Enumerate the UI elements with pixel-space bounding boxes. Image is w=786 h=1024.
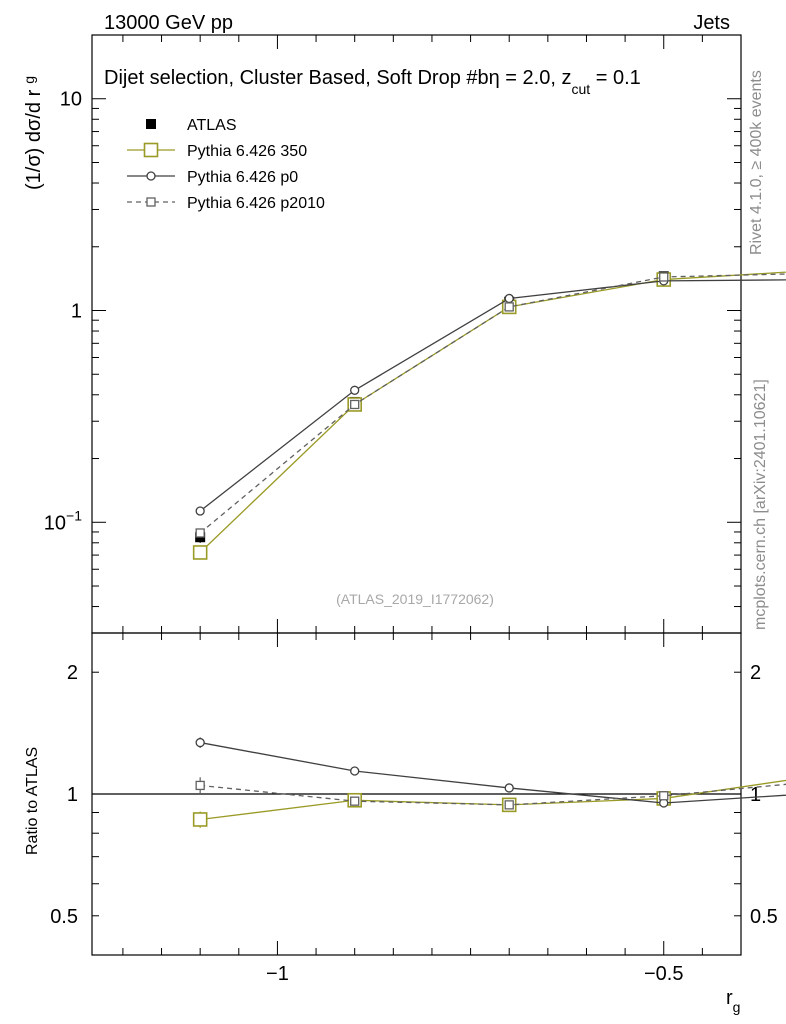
ratio-y-tick-label-right: 2 — [750, 662, 761, 684]
x-tick-label: −0.5 — [644, 963, 683, 985]
y-tick-label: 10 — [60, 89, 82, 111]
ratio-y-tick-label: 2 — [67, 662, 78, 684]
main-data-point — [350, 399, 360, 410]
ratio-y-tick-label-right: 0.5 — [750, 906, 778, 928]
ratio-y-tick-label: 0.5 — [50, 906, 78, 928]
legend-marker — [146, 171, 156, 181]
plot-title-main: Dijet selection, Cluster Based, Soft Dro… — [104, 67, 571, 89]
x-tick-label: −1 — [266, 963, 289, 985]
main-data-point — [192, 545, 208, 560]
ratio-data-point — [195, 737, 205, 748]
main-data-point — [504, 293, 514, 304]
main-series-atlas — [195, 271, 669, 543]
ratio-data-point — [350, 796, 360, 806]
main-data-point — [659, 272, 669, 282]
y-tick-label: 10−1 — [44, 507, 82, 534]
legend-marker — [146, 197, 156, 207]
ratio-data-point — [659, 791, 669, 801]
legend-marker — [143, 142, 159, 158]
y-axis-label-main: (1/σ) dσ/d r — [23, 89, 45, 190]
main-series-line — [199, 273, 786, 534]
legend-label: ATLAS — [187, 117, 237, 134]
series-layer — [192, 271, 786, 828]
mcplots-reference-label: mcplots.cern.ch [arXiv:2401.10621] — [752, 379, 769, 630]
legend-marker — [146, 119, 156, 129]
y-axis-label-subscript: g — [21, 76, 37, 84]
main-series-line — [199, 271, 786, 553]
main-series-pythia-6-426-p2010 — [195, 272, 786, 538]
legend-entry-pythia-6-426-p0: Pythia 6.426 p0 — [127, 169, 298, 186]
legend-entry-atlas: ATLAS — [146, 117, 237, 134]
legend-label: Pythia 6.426 p2010 — [187, 195, 325, 212]
rivet-version-label: Rivet 4.1.0, ≥ 400k events — [748, 70, 765, 255]
main-series-pythia-6-426-350 — [192, 271, 786, 560]
ratio-data-point — [195, 780, 205, 791]
main-series-line — [199, 279, 786, 512]
ratio-y-tick-label: 1 — [67, 784, 78, 806]
main-data-point — [504, 302, 514, 312]
main-data-point — [195, 506, 205, 516]
y-tick-label-base: 10 — [44, 512, 66, 534]
x-axis-label-main: r — [726, 987, 733, 1009]
energy-label: 13000 GeV pp — [104, 12, 233, 34]
ratio-series-line — [200, 783, 786, 806]
analysis-id-watermark: (ATLAS_2019_I1772062) — [336, 591, 494, 607]
ratio-y-tick-label-right: 1 — [750, 784, 761, 806]
main-data-point — [195, 528, 205, 538]
plot-title-tail: = 0.1 — [590, 67, 641, 89]
legend-label: Pythia 6.426 p0 — [187, 169, 298, 186]
ratio-data-point — [192, 812, 208, 827]
legend-entry-pythia-6-426-p2010: Pythia 6.426 p2010 — [127, 195, 325, 212]
x-axis-label: rg — [726, 987, 740, 1015]
y-tick-label-exponent: −1 — [66, 507, 82, 523]
plot-title-subscript: cut — [571, 81, 590, 97]
ratio-series-line — [200, 741, 786, 804]
ratio-data-point — [504, 783, 514, 793]
ratio-series-pythia-6-426-p2010 — [195, 777, 786, 810]
x-axis-label-subscript: g — [733, 999, 741, 1015]
plot-title: Dijet selection, Cluster Based, Soft Dro… — [104, 67, 641, 97]
ratio-data-point — [350, 766, 360, 776]
y-tick-label: 1 — [71, 301, 82, 323]
legend-entry-pythia-6-426-350: Pythia 6.426 350 — [127, 142, 307, 160]
main-data-point — [350, 385, 360, 395]
ratio-series-line — [200, 779, 786, 821]
main-series-pythia-6-426-p0 — [195, 276, 786, 516]
ratio-series-pythia-6-426-350 — [192, 779, 786, 828]
y-axis-label: (1/σ) dσ/d r g — [21, 76, 45, 190]
process-label: Jets — [693, 12, 730, 34]
ratio-series-pythia-6-426-p0 — [195, 737, 786, 808]
ratio-axis-label: Ratio to ATLAS — [24, 747, 41, 855]
legend-label: Pythia 6.426 350 — [187, 143, 307, 160]
ratio-data-point — [504, 800, 514, 810]
legend: ATLAS Pythia 6.426 350 Pythia 6.426 p0 Pyth… — [127, 117, 325, 212]
